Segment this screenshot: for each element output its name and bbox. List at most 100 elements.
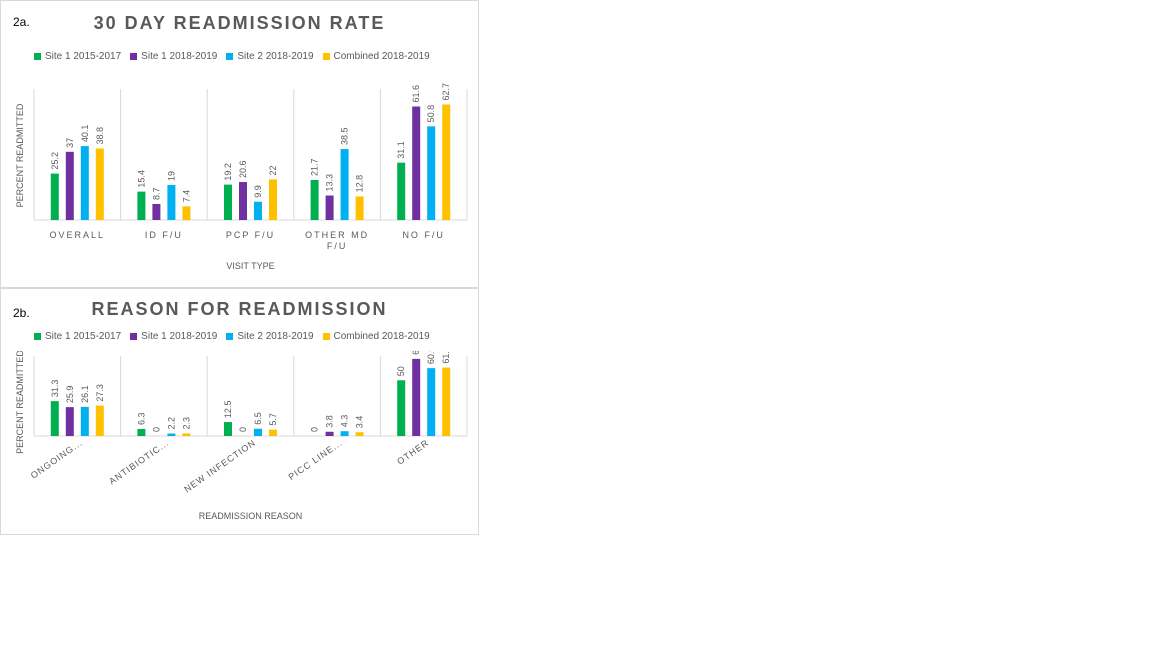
bar	[340, 149, 349, 220]
panel-label: 2b.	[13, 306, 30, 320]
bar	[397, 380, 406, 436]
data-label: 61.6	[411, 85, 421, 103]
data-label: 25.9	[65, 386, 75, 404]
data-label: 50	[396, 366, 406, 376]
legend-label: Site 2 2018-2019	[237, 51, 314, 62]
legend-label: Site 1 2018-2019	[141, 331, 218, 342]
bar	[427, 126, 436, 220]
data-label: 12.5	[223, 401, 233, 419]
category-label: NEW INFECTION	[182, 437, 257, 494]
data-label: 22	[268, 165, 278, 175]
data-label: 60.9	[426, 351, 436, 364]
data-label: 38.5	[340, 128, 350, 146]
bar	[427, 368, 436, 436]
bar	[224, 422, 232, 436]
legend-label: Combined 2018-2019	[333, 331, 430, 342]
data-label: 2.2	[166, 417, 176, 430]
chart-panel-readmission-reason: 2b. REASON FOR READMISSION Site 1 2015-2…	[0, 288, 479, 535]
bar	[269, 429, 277, 436]
chart-title: 30 DAY READMISSION RATE	[93, 13, 386, 33]
data-label: 31.1	[396, 141, 406, 159]
bar	[65, 151, 74, 220]
category-label: OTHER MD	[305, 230, 369, 240]
bar	[50, 401, 59, 436]
data-label: 38.8	[95, 127, 105, 145]
bar-chart: 25.2 37 40.1 38.8 OVERALL 15.4 8.7 19 7.4 ID F/U 1…	[15, 83, 468, 271]
legend-item: Site 1 2018-2019	[130, 331, 217, 342]
bar	[325, 431, 334, 436]
legend-swatch	[34, 53, 41, 60]
legend-swatch	[322, 53, 330, 60]
bar	[167, 433, 176, 436]
legend: Site 1 2015-2017 Site 1 2018-2019 Site 2…	[34, 51, 439, 62]
category-label: F/U	[327, 241, 348, 251]
legend-swatch	[130, 53, 138, 60]
bar	[224, 184, 232, 220]
data-label: 27.3	[95, 384, 105, 402]
legend-item: Site 2 2018-2019	[226, 51, 314, 62]
category-label: OVERALL	[50, 230, 106, 240]
bar	[355, 196, 364, 220]
chart-panel-readmission-rate: 2a. 30 DAY READMISSION RATE Site 1 2015-…	[0, 0, 479, 288]
data-label: 31.3	[50, 380, 60, 398]
legend-swatch	[322, 333, 330, 340]
bar	[442, 104, 451, 220]
data-label: 6.5	[253, 412, 263, 425]
legend-item: Site 2 2018-2019	[226, 331, 314, 342]
data-label: 19	[166, 171, 176, 181]
legend-label: Site 2 2018-2019	[237, 331, 314, 342]
bar	[50, 173, 59, 220]
bar	[340, 431, 349, 436]
data-label: 12.8	[355, 175, 365, 193]
data-label: 26.1	[80, 385, 90, 403]
category-label: OTHER	[395, 437, 431, 466]
data-label: 3.4	[355, 416, 365, 429]
bar	[80, 146, 89, 220]
bar	[95, 148, 104, 220]
legend-label: Site 1 2015-2017	[45, 331, 122, 342]
bar	[412, 358, 421, 436]
data-label: 0	[310, 427, 320, 432]
data-label: 9.9	[253, 185, 263, 198]
bar	[137, 191, 146, 220]
data-label: 7.4	[181, 190, 191, 203]
data-label: 21.7	[310, 158, 320, 176]
data-label: 25.2	[50, 152, 60, 170]
data-label: 15.4	[136, 170, 146, 188]
bar-chart: 31.3 25.9 26.1 27.3 ONGOING... 6.3 0 2.2 2.3 ANTI…	[15, 351, 468, 521]
category-label: NO F/U	[402, 230, 445, 240]
data-label: 19.2	[223, 163, 233, 181]
bar	[80, 406, 89, 436]
chart-title: REASON FOR READMISSION	[91, 299, 388, 319]
legend-label: Site 1 2015-2017	[45, 51, 122, 62]
data-label: 40.1	[80, 125, 90, 143]
data-label: 3.8	[325, 415, 335, 428]
bar	[95, 405, 104, 436]
data-label: 50.8	[426, 105, 436, 123]
category-label: PCP F/U	[226, 230, 275, 240]
y-axis-title: PERCENT READMITTED	[15, 351, 25, 454]
y-axis-title: PERCENT READMITTED	[15, 103, 25, 207]
legend-swatch	[130, 333, 138, 340]
data-label: 2.3	[181, 417, 191, 430]
legend-swatch	[34, 333, 41, 340]
bar	[397, 162, 406, 220]
bar	[182, 433, 191, 436]
category-label: ANTIBIOTIC...	[107, 437, 171, 486]
bar	[65, 407, 74, 436]
data-label: 69.2	[411, 351, 421, 355]
x-axis-title: READMISSION REASON	[199, 511, 303, 521]
data-label: 0	[238, 427, 248, 432]
bar	[412, 106, 421, 220]
bar	[325, 195, 334, 220]
data-label: 20.6	[238, 161, 248, 179]
legend-label: Combined 2018-2019	[333, 51, 430, 62]
legend-item: Combined 2018-2019	[322, 331, 430, 342]
bar	[442, 367, 451, 436]
data-label: 5.7	[268, 413, 278, 426]
legend-swatch	[226, 53, 234, 60]
legend-label: Site 1 2018-2019	[141, 51, 218, 62]
bar	[152, 203, 161, 220]
legend-item: Site 1 2018-2019	[130, 51, 217, 62]
bar	[310, 180, 319, 220]
